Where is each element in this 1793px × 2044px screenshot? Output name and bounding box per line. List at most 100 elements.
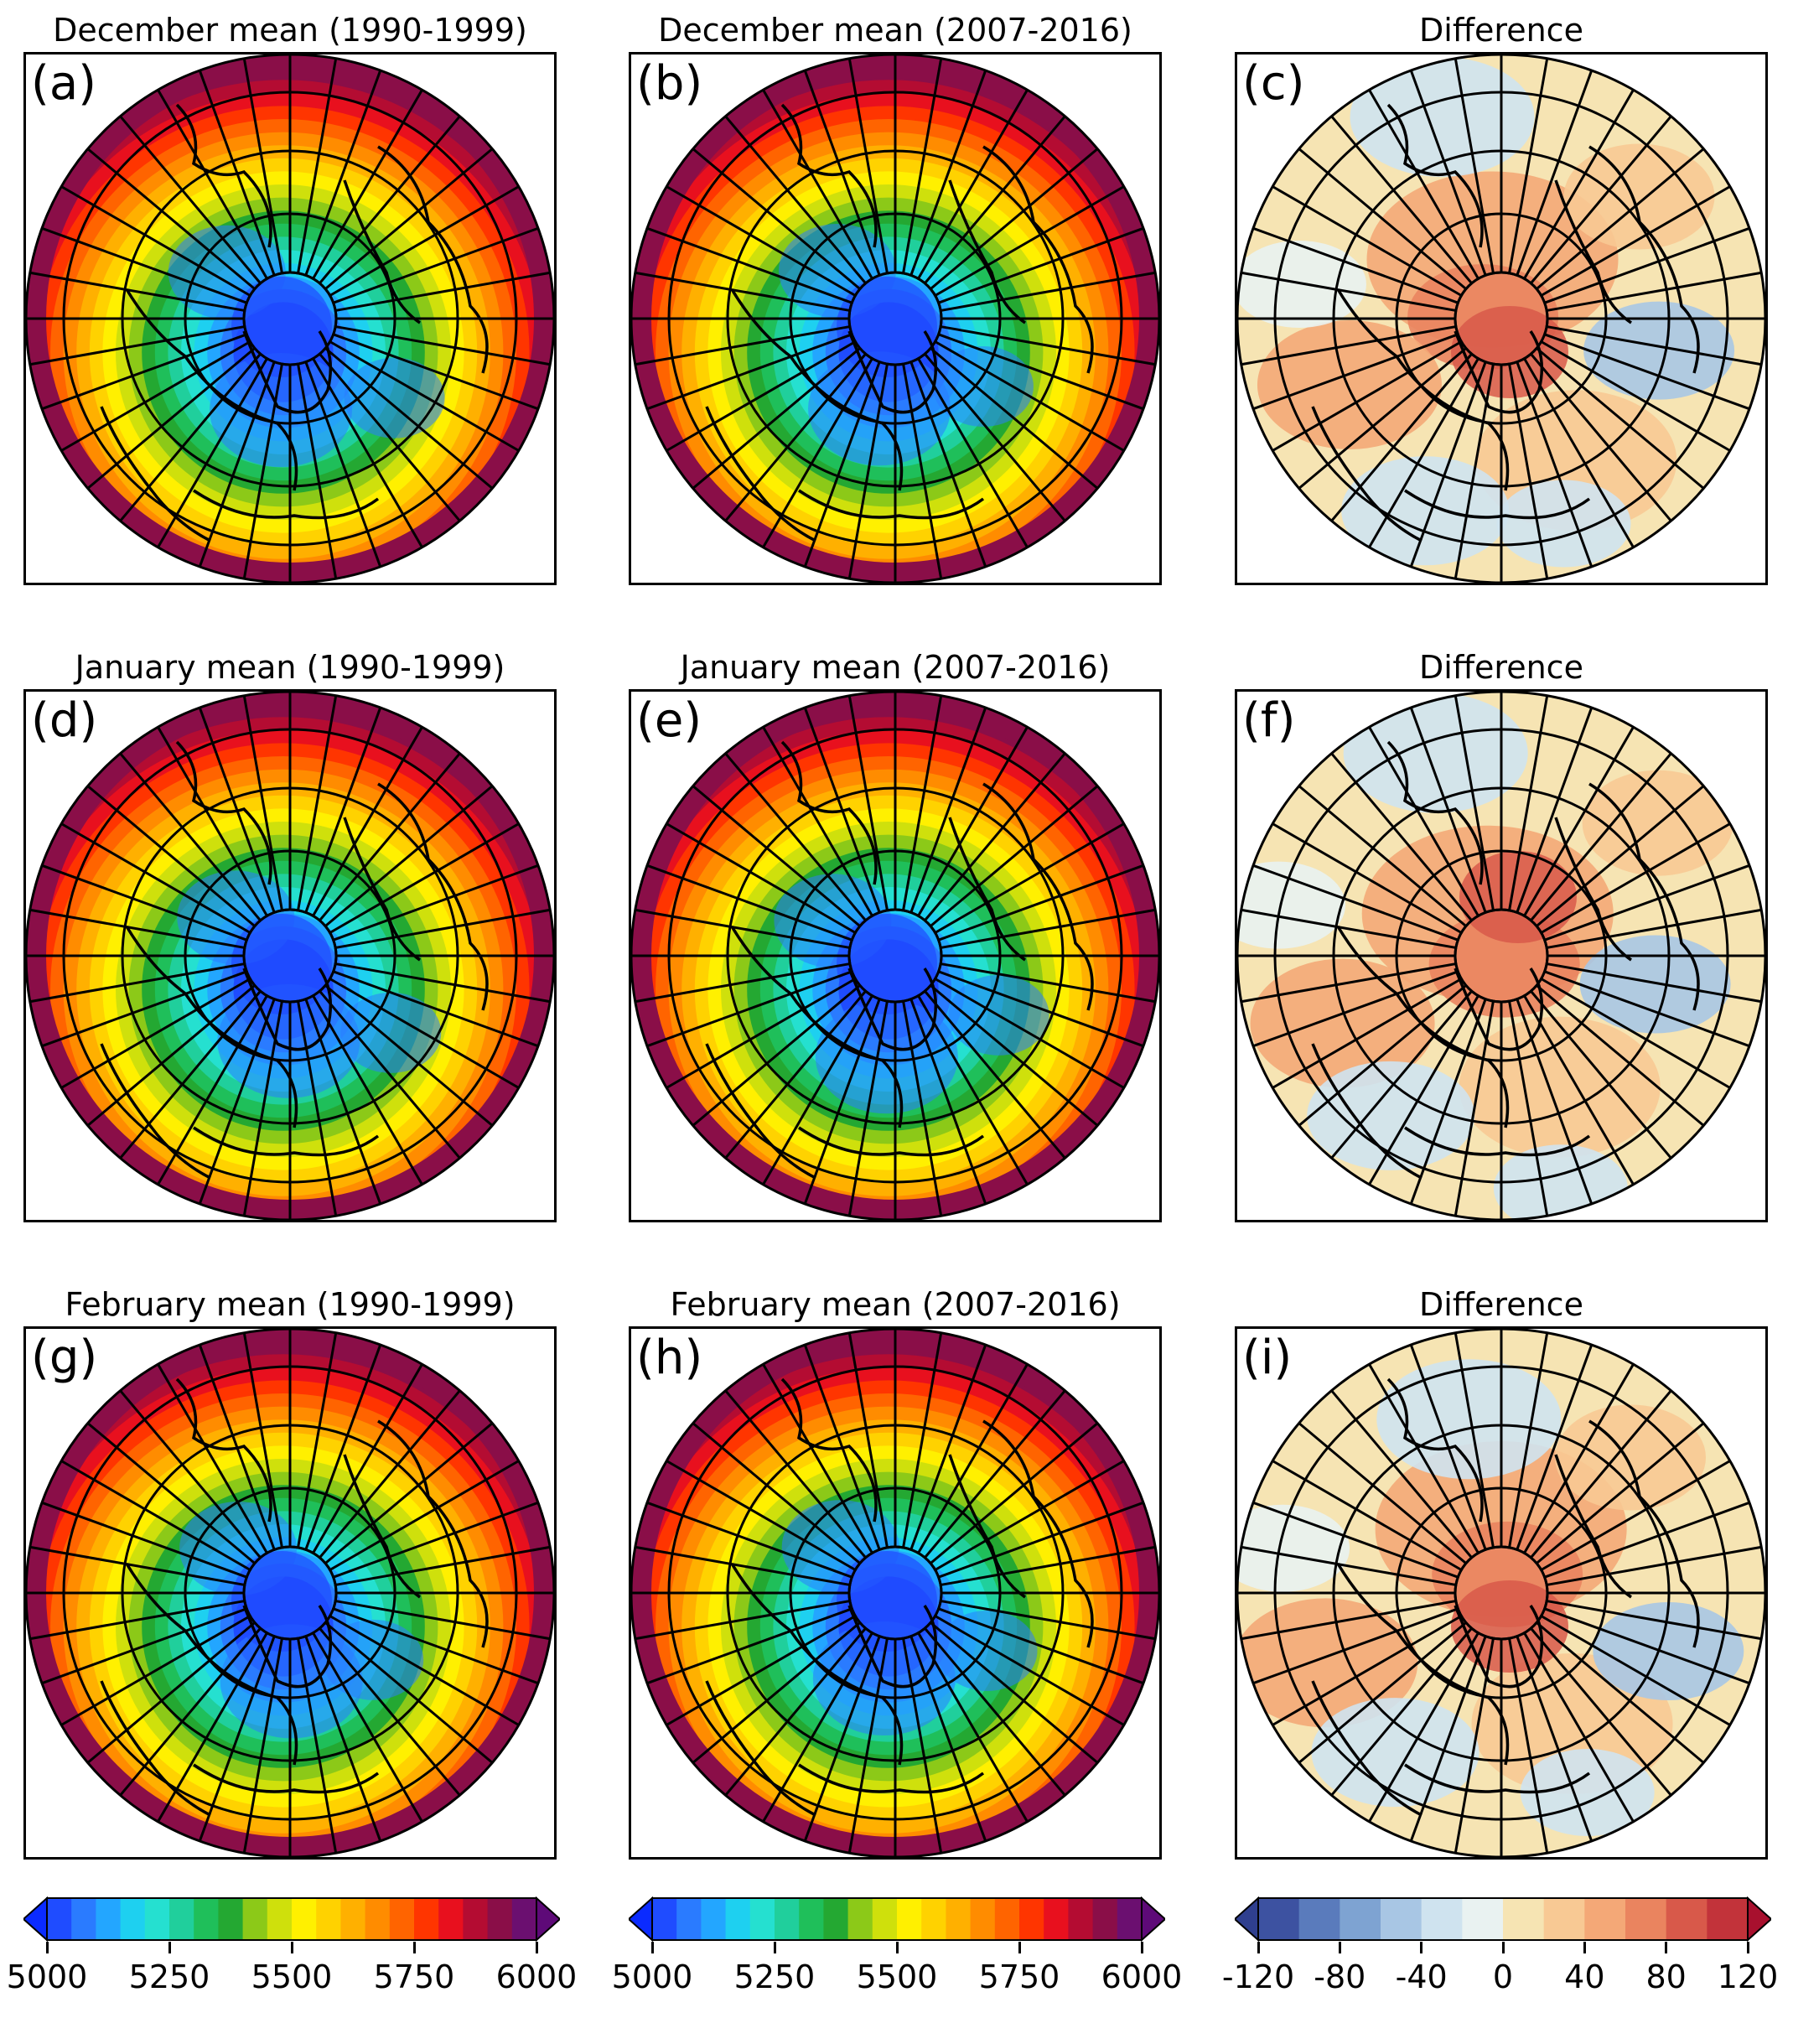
colorbar-tick [412, 1942, 416, 1953]
colorbar-abs [627, 1896, 1167, 1943]
meridian-line [723, 1627, 867, 1798]
colorbar-tick-label: -120 [1221, 1958, 1295, 1995]
panel-title: February mean (2007-2016) [670, 1286, 1121, 1323]
colorbar-tick [290, 1942, 293, 1953]
meridian-line [902, 694, 943, 911]
polar-map [26, 54, 554, 583]
negative-anomaly [1583, 301, 1735, 400]
meridian-line [1536, 1621, 1706, 1765]
colorbar-swatch [847, 1898, 873, 1940]
map-panel-i: (i) [1235, 1326, 1768, 1860]
meridian-line [723, 1388, 867, 1559]
meridian-line [1251, 864, 1459, 942]
colorbar-tick-label: 6000 [1101, 1958, 1183, 1995]
map-panel-d: (d) [23, 689, 557, 1222]
panel-title: January mean (1990-1999) [75, 649, 505, 686]
meridian-line [761, 1362, 873, 1554]
colorbar-swatch [1258, 1898, 1300, 1940]
meridian-line [156, 1362, 268, 1554]
meridian-line [1240, 1600, 1457, 1641]
colorbar-tick [650, 1942, 654, 1953]
meridian-line [333, 1607, 540, 1685]
meridian-line [319, 114, 462, 284]
meridian-line [934, 340, 1126, 453]
meridian-line [1240, 271, 1457, 312]
meridian-line [334, 271, 552, 312]
meridian-line [917, 1362, 1029, 1554]
meridian-line [930, 147, 1100, 290]
meridian-line [156, 88, 268, 280]
meridian-line [242, 1331, 283, 1549]
colorbar-tick [895, 1942, 899, 1953]
meridian-line [1297, 347, 1467, 490]
meridian-line [1540, 822, 1732, 934]
polar-map [1237, 54, 1765, 583]
colorbar-tick-label: 5500 [856, 1958, 938, 1995]
meridian-line [1251, 333, 1459, 411]
meridian-line [645, 864, 852, 942]
colorbar-tick-label: -80 [1314, 1958, 1366, 1995]
colorbar-swatch [701, 1898, 727, 1940]
meridian-line [118, 990, 262, 1160]
meridian-line [1409, 999, 1487, 1206]
meridian-line [938, 1607, 1145, 1685]
meridian-line [1297, 984, 1467, 1128]
meridian-line [924, 990, 1067, 1160]
meridian-line [1271, 822, 1463, 934]
meridian-line [1536, 147, 1706, 290]
meridian-line [297, 1637, 338, 1855]
meridian-line [1251, 1607, 1459, 1685]
colorbar-under-arrow [1233, 1896, 1259, 1943]
meridian-line [304, 1343, 382, 1550]
meridian-line [902, 363, 943, 580]
colorbar-over-arrow [536, 1896, 562, 1943]
colorbar-swatch [1503, 1898, 1545, 1940]
colorbar-swatch [1340, 1898, 1381, 1940]
meridian-line [1544, 970, 1751, 1048]
meridian-line [1508, 694, 1549, 911]
coastlines [705, 103, 1094, 542]
map-panel-b: (b) [629, 52, 1162, 585]
colorbar-tick [168, 1942, 171, 1953]
meridian-line [934, 822, 1126, 934]
meridian-line [198, 361, 276, 568]
meridian-line [1544, 864, 1751, 942]
meridian-line [1240, 962, 1457, 1004]
meridian-line [1530, 1388, 1673, 1559]
meridian-line [938, 226, 1145, 304]
colorbar-swatch [267, 1898, 293, 1940]
colorbar-swatch [994, 1898, 1020, 1940]
colorbar-swatch [389, 1898, 415, 1940]
negative-anomaly [1593, 1602, 1744, 1701]
meridian-line [645, 1607, 852, 1685]
colorbar-swatch [1584, 1898, 1626, 1940]
colorbar-tick-label: 120 [1717, 1958, 1779, 1995]
panel-title: December mean (2007-2016) [658, 12, 1132, 49]
colorbar-swatch [316, 1898, 341, 1940]
meridian-line [312, 1632, 424, 1824]
colorbar-swatch [1019, 1898, 1044, 1940]
meridian-line [723, 990, 867, 1160]
meridian-line [304, 361, 382, 568]
colorbar-swatch [775, 1898, 800, 1940]
colorbar-swatch [463, 1898, 489, 1940]
meridian-line [930, 784, 1100, 927]
meridian-line [40, 1501, 247, 1579]
meridian-line [940, 962, 1157, 1004]
meridian-line [1546, 1545, 1763, 1586]
meridian-line [118, 1388, 262, 1559]
colorbar-swatch [970, 1898, 996, 1940]
colorbar-tick-label: 6000 [495, 1958, 578, 1995]
polar-map [26, 1329, 554, 1857]
colorbar-swatch [1092, 1898, 1118, 1940]
meridian-line [333, 226, 540, 304]
colorbar-swatch [340, 1898, 366, 1940]
meridian-line [1516, 361, 1593, 568]
meridian-line [1540, 1459, 1732, 1571]
meridian-line [319, 751, 462, 921]
meridian-line [1523, 725, 1635, 917]
trough [340, 992, 442, 1073]
meridian-line [930, 984, 1100, 1128]
meridian-line [723, 114, 867, 284]
meridian-line [118, 1627, 262, 1798]
